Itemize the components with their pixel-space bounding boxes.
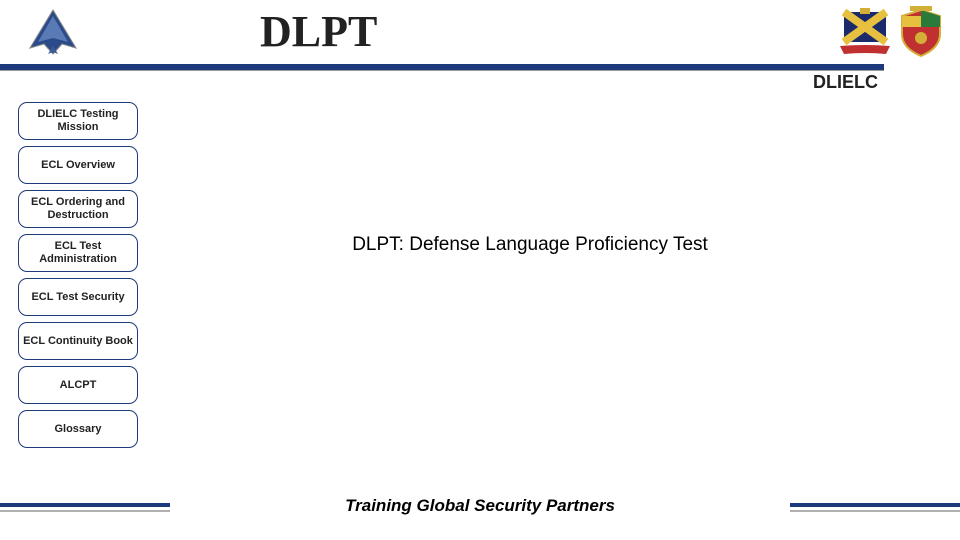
airforce-logo-icon [18,4,88,60]
nav-ecl-overview[interactable]: ECL Overview [18,146,138,184]
footer: Training Global Security Partners [0,492,960,518]
nav-alcpt[interactable]: ALCPT [18,366,138,404]
nav-ecl-test-security[interactable]: ECL Test Security [18,278,138,316]
main-content: DLPT: Defense Language Proficiency Test [180,234,880,256]
header: DLPT [0,0,960,70]
nav-label: ECL Test Security [31,291,124,304]
main-text: DLPT: Defense Language Proficiency Test [180,234,880,256]
nav-label: ECL Test Administration [23,240,133,265]
subbrand-label: DLIELC [813,72,878,93]
footer-right-bar-shadow [790,510,960,512]
nav-label: Glossary [54,423,101,436]
shield-crest-icon [896,6,946,58]
page-title: DLPT [260,6,377,57]
flag-crest-icon [838,6,892,58]
footer-right-bar [790,503,960,507]
nav-label: ECL Overview [41,159,115,172]
sidebar: DLIELC Testing Mission ECL Overview ECL … [18,102,138,448]
footer-left-bar-shadow [0,510,170,512]
footer-tagline: Training Global Security Partners [345,496,615,516]
header-underline [0,64,884,70]
nav-ecl-ordering-destruction[interactable]: ECL Ordering and Destruction [18,190,138,228]
nav-label: ALCPT [60,379,97,392]
footer-left-bar [0,503,170,507]
nav-label: ECL Ordering and Destruction [23,196,133,221]
nav-dlielc-testing-mission[interactable]: DLIELC Testing Mission [18,102,138,140]
nav-ecl-test-administration[interactable]: ECL Test Administration [18,234,138,272]
nav-label: ECL Continuity Book [23,335,133,348]
nav-ecl-continuity-book[interactable]: ECL Continuity Book [18,322,138,360]
nav-glossary[interactable]: Glossary [18,410,138,448]
nav-label: DLIELC Testing Mission [23,108,133,133]
